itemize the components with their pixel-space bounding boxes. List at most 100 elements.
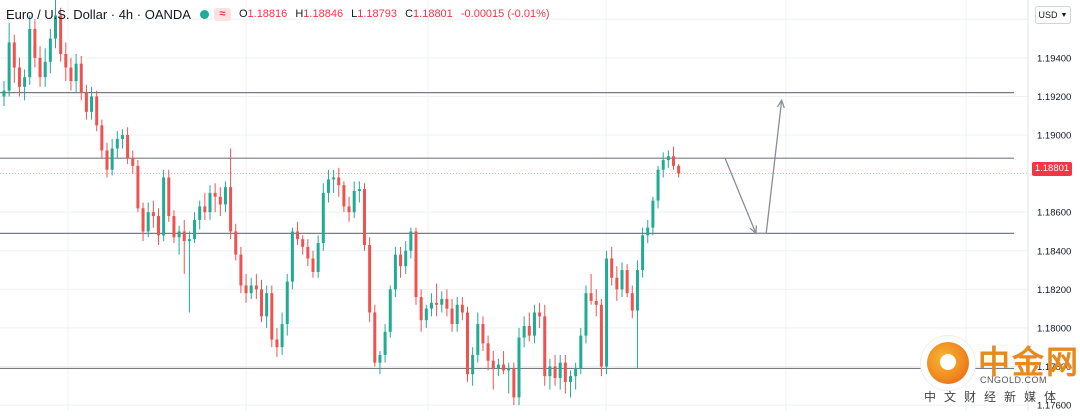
approx-icon[interactable]: ≈: [213, 7, 231, 21]
candle-39: [203, 192, 207, 220]
candle-body-73: [378, 354, 382, 363]
horizontal-levels: [0, 91, 1028, 370]
candle-99: [512, 362, 516, 406]
candle-body-52: [270, 293, 274, 340]
candle-96: [496, 358, 500, 377]
candle-63: [326, 169, 330, 203]
candle-body-21: [110, 148, 114, 170]
candle-body-47: [244, 285, 248, 294]
chart-header: Euro / U.S. Dollar · 4h · OANDA ≈ O1.188…: [0, 0, 550, 28]
change-value: -0.00015 (-0.01%): [460, 8, 550, 20]
candle-88: [455, 297, 459, 332]
candle-2: [12, 34, 16, 83]
candle-body-89: [460, 304, 464, 313]
candle-body-43: [223, 187, 227, 205]
candle-87: [450, 298, 454, 332]
candle-body-100: [517, 337, 521, 398]
candle-85: [440, 291, 444, 313]
candle-24: [126, 127, 130, 164]
candle-body-55: [285, 281, 289, 325]
symbol-title[interactable]: Euro / U.S. Dollar · 4h · OANDA: [6, 6, 191, 22]
candle-body-44: [229, 187, 233, 232]
candle-body-105: [543, 316, 547, 377]
candle-110: [569, 370, 572, 398]
candle-body-70: [363, 189, 366, 245]
candle-body-79: [409, 231, 413, 251]
candle-body-23: [120, 135, 124, 139]
candle-body-109: [563, 362, 567, 382]
candle-45: [234, 223, 238, 261]
candle-83: [429, 293, 433, 317]
candle-65: [337, 167, 341, 197]
candle-62: [321, 183, 325, 251]
candle-body-39: [203, 206, 207, 213]
arrowhead-up-icon: [776, 98, 785, 109]
candle-15: [79, 55, 83, 101]
candle-body-16: [84, 92, 88, 112]
candle-body-10: [54, 15, 57, 39]
candle-body-80: [414, 231, 418, 298]
candle-body-65: [337, 177, 341, 186]
candle-body-13: [69, 67, 73, 82]
candle-41: [213, 183, 217, 213]
candle-body-15: [79, 63, 83, 93]
candle-18: [95, 90, 99, 132]
candle-130: [672, 146, 675, 170]
candle-120: [620, 262, 624, 298]
close-value: 1.18801: [413, 8, 453, 20]
candle-body-88: [455, 304, 459, 325]
candle-body-94: [486, 343, 490, 361]
candle-body-54: [280, 324, 284, 348]
projection-line: [724, 100, 783, 235]
candle-5: [28, 15, 32, 85]
candle-body-119: [615, 277, 619, 290]
candle-91: [471, 347, 475, 386]
candle-77: [399, 246, 403, 278]
candle-body-27: [141, 208, 145, 232]
candle-23: [120, 129, 124, 149]
logo-tagline: 中文财经新媒体: [924, 390, 1065, 404]
candle-86: [445, 289, 449, 317]
currency-button[interactable]: USD ▼: [1035, 6, 1071, 24]
candle-body-101: [522, 325, 526, 338]
candle-body-99: [512, 368, 516, 398]
candle-100: [517, 327, 521, 406]
candle-98: [507, 362, 511, 394]
candle-0: [2, 81, 6, 107]
candle-16: [84, 84, 88, 120]
candle-105: [543, 304, 547, 386]
candle-58: [301, 235, 305, 255]
candle-body-72: [373, 312, 377, 363]
candle-56: [290, 227, 294, 290]
candle-55: [285, 273, 289, 336]
candle-body-74: [383, 331, 387, 355]
candle-body-31: [162, 177, 166, 236]
y-tick-label-6: 1.18200: [1037, 285, 1071, 296]
candle-106: [548, 358, 552, 390]
candle-67: [347, 196, 351, 222]
candle-body-62: [321, 192, 325, 244]
candle-body-83: [429, 302, 433, 309]
candle-8: [43, 48, 47, 87]
candle-body-87: [450, 308, 454, 325]
candle-body-51: [265, 293, 269, 317]
candle-6: [33, 19, 37, 68]
candle-body-96: [496, 364, 500, 369]
candle-59: [306, 239, 310, 267]
candle-body-69: [357, 189, 361, 191]
candle-36: [187, 231, 191, 313]
candle-51: [265, 285, 269, 328]
high-value: 1.18846: [303, 8, 344, 20]
candle-body-85: [440, 298, 444, 305]
candle-body-32: [167, 177, 171, 217]
candle-72: [373, 304, 377, 367]
candle-body-98: [507, 368, 511, 371]
candle-30: [157, 208, 160, 245]
candle-body-91: [471, 354, 475, 375]
axis-background: [1028, 0, 1080, 411]
candle-94: [486, 335, 490, 371]
candle-body-46: [239, 254, 243, 286]
candle-57: [296, 221, 300, 245]
